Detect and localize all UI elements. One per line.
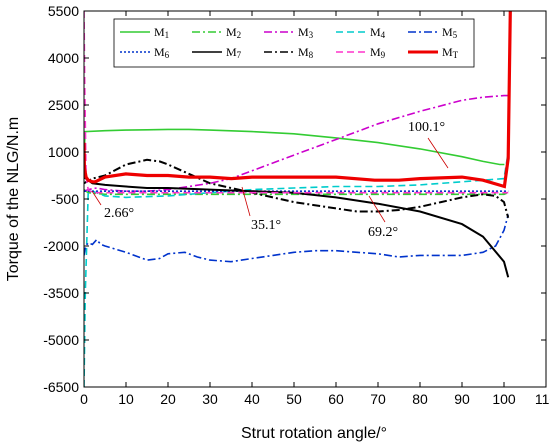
annotation-leader — [368, 195, 386, 223]
y-tick-label: 4000 — [48, 50, 79, 66]
y-tick-label: 2500 — [48, 97, 79, 113]
x-tick-label: 40 — [244, 391, 260, 407]
legend-label: M2 — [226, 25, 241, 40]
x-tick-label: 20 — [160, 391, 176, 407]
legend-label: M6 — [154, 45, 170, 60]
y-tick-label: -6500 — [43, 379, 79, 395]
annotation-leader — [91, 190, 102, 206]
x-tick-label: 90 — [454, 391, 470, 407]
legend-box — [113, 18, 475, 68]
legend-label: M1 — [154, 25, 169, 40]
legend-label: M5 — [442, 25, 458, 40]
legend-label: M8 — [298, 45, 314, 60]
legend: M1 M2 M3 M4 M5 M6 M7 M8 M9 MT — [113, 18, 475, 68]
series-line-m8 — [84, 158, 510, 219]
x-tick-label: 10 — [118, 391, 134, 407]
series-line-m9 — [84, 11, 509, 194]
y-tick-label: 1000 — [48, 144, 79, 160]
x-tick-label: 80 — [412, 391, 428, 407]
y-axis-title: Torque of the NLG/N.m — [5, 117, 22, 282]
legend-label: M9 — [370, 45, 386, 60]
x-tick-label: 60 — [328, 391, 344, 407]
annotation-label: 100.1° — [408, 120, 445, 135]
annotation-label: 69.2° — [368, 225, 398, 240]
y-tick-label: -2000 — [43, 238, 79, 254]
series-line-m5 — [84, 214, 509, 263]
x-tick-label: 70 — [370, 391, 386, 407]
x-tick-label: 50 — [286, 391, 302, 407]
tick-layer: 0 10 20 30 40 50 60 70 80 90 100 110 -6500 -5000 -3500… — [43, 3, 550, 407]
plot-background — [84, 11, 546, 387]
legend-label: M3 — [298, 25, 314, 40]
x-tick-label: 0 — [80, 391, 88, 407]
annotation-leader — [427, 137, 449, 169]
legend-label: MT — [442, 45, 459, 60]
x-tick-label: 110 — [535, 391, 550, 407]
series-line-mt — [84, 11, 512, 189]
annotation-label: 35.1° — [251, 218, 281, 233]
legend-label: M7 — [226, 45, 242, 60]
series-line-m2 — [84, 188, 509, 196]
y-tick-label: 5500 — [48, 3, 79, 19]
series-line-m1 — [84, 128, 505, 166]
y-tick-label: -3500 — [43, 285, 79, 301]
annotation-layer: 2.66° 35.1° 69.2° 100.1° — [91, 120, 449, 240]
annotation-label: 2.66° — [104, 206, 134, 221]
y-tick-label: -5000 — [43, 332, 79, 348]
series-line-m7 — [84, 176, 510, 278]
plot-area — [84, 11, 546, 387]
series-layer — [84, 11, 512, 387]
y-tick-label: -500 — [51, 191, 79, 207]
x-tick-label: 100 — [492, 391, 516, 407]
x-axis-title: Strut rotation angle/° — [241, 425, 387, 442]
legend-label: M4 — [370, 25, 386, 40]
x-tick-label: 30 — [202, 391, 218, 407]
annotation-leader — [241, 186, 251, 217]
